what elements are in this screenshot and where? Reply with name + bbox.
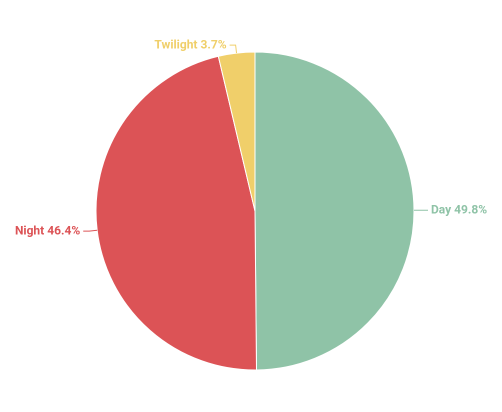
pie-slice — [254, 51, 415, 371]
slice-label: Night 46.4% — [15, 223, 80, 237]
slice-label: Day 49.8% — [431, 202, 487, 216]
leader-line — [229, 44, 238, 54]
slice-label: Twilight 3.7% — [154, 37, 226, 51]
pie-slice — [95, 55, 258, 371]
leader-line — [83, 229, 98, 232]
pie-slice — [217, 51, 256, 212]
